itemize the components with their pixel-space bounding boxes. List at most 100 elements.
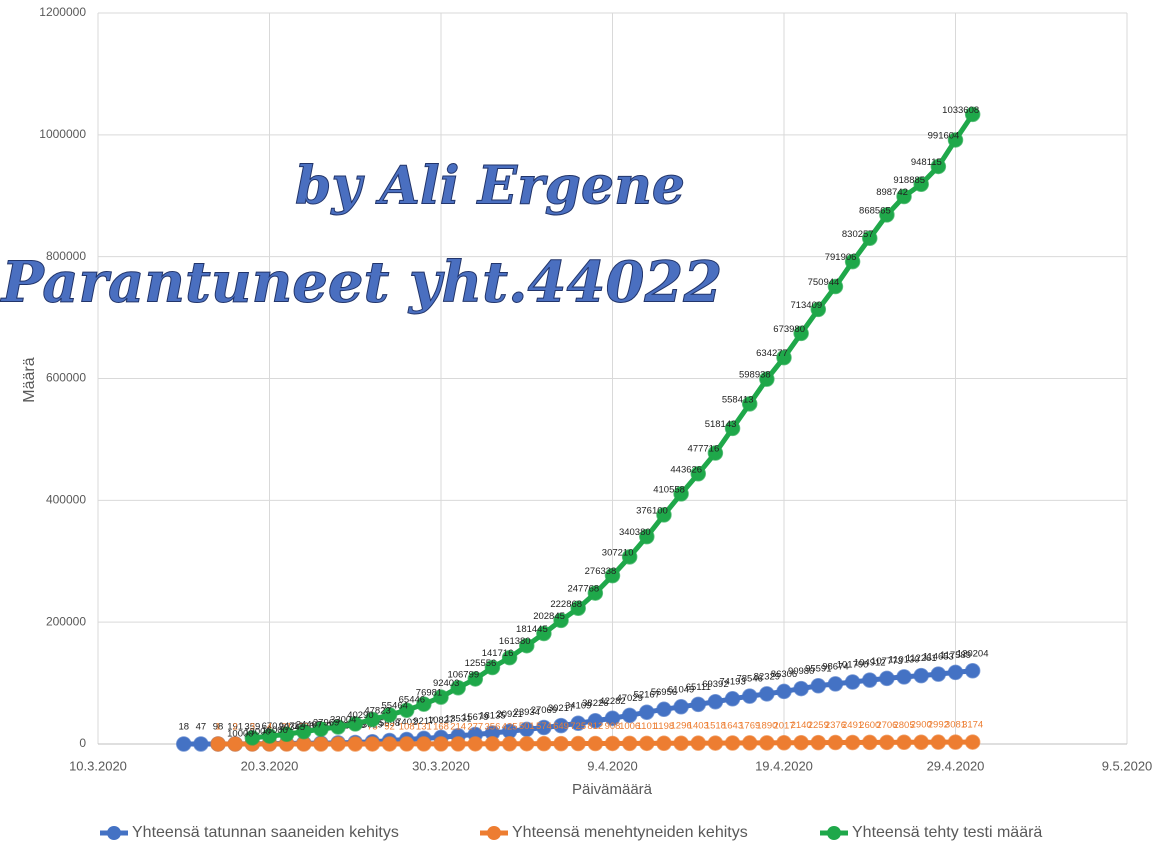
- data-label: 791906: [825, 252, 857, 263]
- data-label: 98: [213, 721, 224, 732]
- marker: [964, 106, 981, 123]
- data-label: 10000: [227, 728, 253, 739]
- marker: [913, 667, 929, 684]
- plot-area: 1847981913596709471236152918722433362956…: [176, 105, 989, 752]
- data-label: 634277: [756, 348, 788, 359]
- data-label: 2805: [893, 720, 914, 731]
- marker: [639, 528, 655, 545]
- data-label: 92: [384, 721, 395, 732]
- data-label: 125556: [465, 658, 497, 669]
- marker: [484, 736, 501, 752]
- data-label: 574: [536, 721, 552, 732]
- marker: [896, 669, 912, 685]
- data-label: 2376: [825, 720, 846, 731]
- data-label: 92403: [433, 678, 459, 689]
- legend-label: Yhteensä tatunnan saaneiden kehitys: [132, 824, 399, 841]
- data-label: 501: [519, 721, 535, 732]
- data-label: 2140: [791, 720, 812, 731]
- marker: [347, 716, 363, 732]
- marker: [330, 736, 346, 752]
- x-tick-label: 20.3.2020: [241, 758, 299, 773]
- marker: [621, 735, 638, 752]
- marker: [673, 486, 689, 502]
- legend-label: Yhteensä tehty testi määrä: [852, 824, 1042, 841]
- marker: [639, 735, 655, 752]
- data-label: 23934: [514, 707, 540, 718]
- marker: [450, 679, 466, 696]
- data-label: 106799: [447, 669, 479, 680]
- data-label: 518143: [705, 419, 737, 430]
- marker: [741, 735, 758, 751]
- data-label: 2706: [876, 720, 897, 731]
- marker: [964, 663, 981, 679]
- data-label: 98674: [822, 661, 848, 672]
- data-label: 15679: [462, 712, 488, 723]
- data-label: 2992: [928, 720, 949, 731]
- data-label: 376100: [636, 505, 668, 516]
- marker: [673, 735, 689, 751]
- data-label: 13531: [445, 713, 471, 724]
- x-tick-label: 29.4.2020: [927, 758, 985, 773]
- data-label: 112261: [906, 653, 937, 664]
- x-tick-label: 9.5.2020: [1102, 758, 1153, 773]
- data-label: 2491: [842, 720, 863, 731]
- marker: [810, 678, 827, 694]
- legend-marker: [827, 826, 841, 840]
- marker: [364, 711, 381, 728]
- marker: [553, 717, 569, 734]
- y-tick-label: 200000: [46, 614, 86, 628]
- data-label: 47029: [616, 693, 642, 704]
- marker: [398, 736, 415, 752]
- data-label: 1101: [637, 721, 657, 732]
- data-label: 868565: [859, 205, 891, 216]
- grid: 0 200000 400000 600000 800000 1000000 1200000 1…: [39, 5, 1152, 773]
- data-label: 3174: [962, 720, 983, 731]
- data-label: 33004: [330, 714, 356, 725]
- data-label: 104912: [854, 658, 886, 669]
- marker: [827, 676, 844, 692]
- marker: [759, 371, 775, 387]
- data-label: 110130: [889, 654, 920, 665]
- data-label: 78546: [736, 674, 762, 685]
- data-label: 47823: [364, 705, 390, 716]
- marker: [553, 735, 569, 752]
- data-label: 27969: [313, 717, 339, 728]
- data-label: 61049: [668, 684, 694, 695]
- data-label: 1769: [739, 720, 760, 731]
- marker: [879, 734, 895, 751]
- marker: [381, 736, 398, 752]
- data-label: 947: [279, 721, 295, 732]
- marker: [313, 721, 329, 737]
- series: 1847981913596709471236152918722433362956…: [176, 648, 989, 752]
- data-label: 2900: [911, 720, 932, 731]
- marker: [793, 680, 809, 697]
- data-label: 20345: [279, 722, 305, 733]
- x-axis-label: Päivämäärä: [572, 781, 653, 798]
- data-label: 410558: [653, 484, 685, 495]
- marker: [536, 735, 552, 752]
- data-label: 1643: [722, 721, 743, 732]
- marker: [261, 728, 278, 744]
- marker: [913, 734, 929, 750]
- data-label: 991604: [928, 130, 960, 141]
- marker: [724, 420, 741, 437]
- marker: [707, 735, 724, 751]
- marker: [707, 693, 724, 710]
- marker: [656, 735, 672, 752]
- data-label: 191: [227, 721, 243, 732]
- data-label: 27069: [531, 705, 557, 716]
- data-label: 52167: [634, 690, 660, 701]
- data-label: 7402: [396, 717, 417, 728]
- data-label: 558413: [722, 394, 754, 405]
- data-label: 141716: [482, 648, 514, 659]
- data-label: 38226: [582, 698, 608, 709]
- y-axis-label: Määrä: [21, 357, 38, 402]
- data-label: 5698: [379, 718, 400, 729]
- data-label: 18135: [479, 710, 505, 721]
- marker: [656, 701, 672, 718]
- data-label: 10827: [428, 715, 454, 726]
- data-label: 108: [399, 721, 415, 732]
- marker: [536, 625, 552, 642]
- marker: [724, 691, 741, 707]
